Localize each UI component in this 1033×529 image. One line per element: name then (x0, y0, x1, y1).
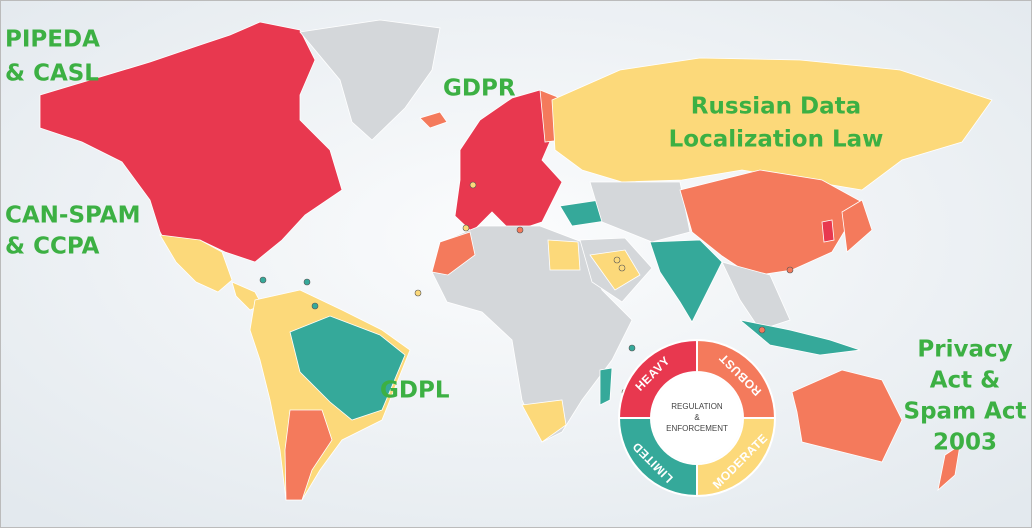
china (679, 169, 863, 277)
india (649, 239, 723, 323)
territory-dot (758, 326, 766, 334)
territory-dot (303, 278, 311, 286)
territory-dot (628, 344, 636, 352)
legend-center-label: & (694, 413, 700, 422)
territory-dot (516, 226, 524, 234)
brazil (289, 315, 406, 421)
legend-segment (617, 417, 698, 498)
annotation-label: GDPL (380, 378, 450, 404)
annotation-label: & CCPA (5, 234, 100, 260)
legend-center (652, 373, 742, 463)
morocco (431, 231, 476, 276)
southeast-asia (721, 261, 791, 331)
korea (821, 219, 835, 243)
central-asia (589, 181, 691, 243)
annotation-label: Act & (930, 368, 1001, 394)
europe (454, 89, 563, 233)
countries (39, 19, 993, 501)
legend-center-label: REGULATION (671, 402, 723, 411)
egypt (547, 239, 581, 271)
legend: HEAVY ROBUSTMODERATELIMITEDREGULATION&ENF… (617, 338, 777, 498)
territory-dot (311, 302, 319, 310)
annotation-label: PIPEDA (5, 27, 100, 53)
saudi-arabia (589, 249, 641, 291)
territory-dot (469, 181, 477, 189)
annotation-label: Russian Data (691, 94, 861, 120)
annotation-label: Localization Law (669, 127, 884, 153)
japan (841, 199, 873, 253)
australia (791, 369, 903, 463)
annotation-label: 2003 (933, 430, 997, 456)
legend-center-label: ENFORCEMENT (666, 424, 728, 433)
madagascar (599, 367, 613, 406)
territory-dot (786, 266, 794, 274)
new-zealand (937, 444, 961, 492)
annotation-label: & CASL (5, 61, 99, 87)
russia (551, 57, 993, 191)
territory-dot (414, 289, 422, 297)
argentina (284, 409, 333, 501)
south-africa (521, 399, 567, 443)
annotation-label: Spam Act (904, 399, 1027, 425)
indonesia (739, 319, 861, 356)
territory-dot (613, 256, 621, 264)
north-america (39, 21, 343, 263)
africa (431, 225, 633, 443)
territory-dot (618, 264, 626, 272)
territory-dot (462, 224, 470, 232)
iceland (419, 111, 448, 129)
mexico (159, 234, 233, 293)
annotation-label: Privacy (917, 337, 1012, 363)
territory-dot (259, 276, 267, 284)
annotation-label: CAN-SPAM (5, 203, 140, 229)
annotation-label: GDPR (443, 76, 516, 102)
greenland (299, 19, 441, 141)
